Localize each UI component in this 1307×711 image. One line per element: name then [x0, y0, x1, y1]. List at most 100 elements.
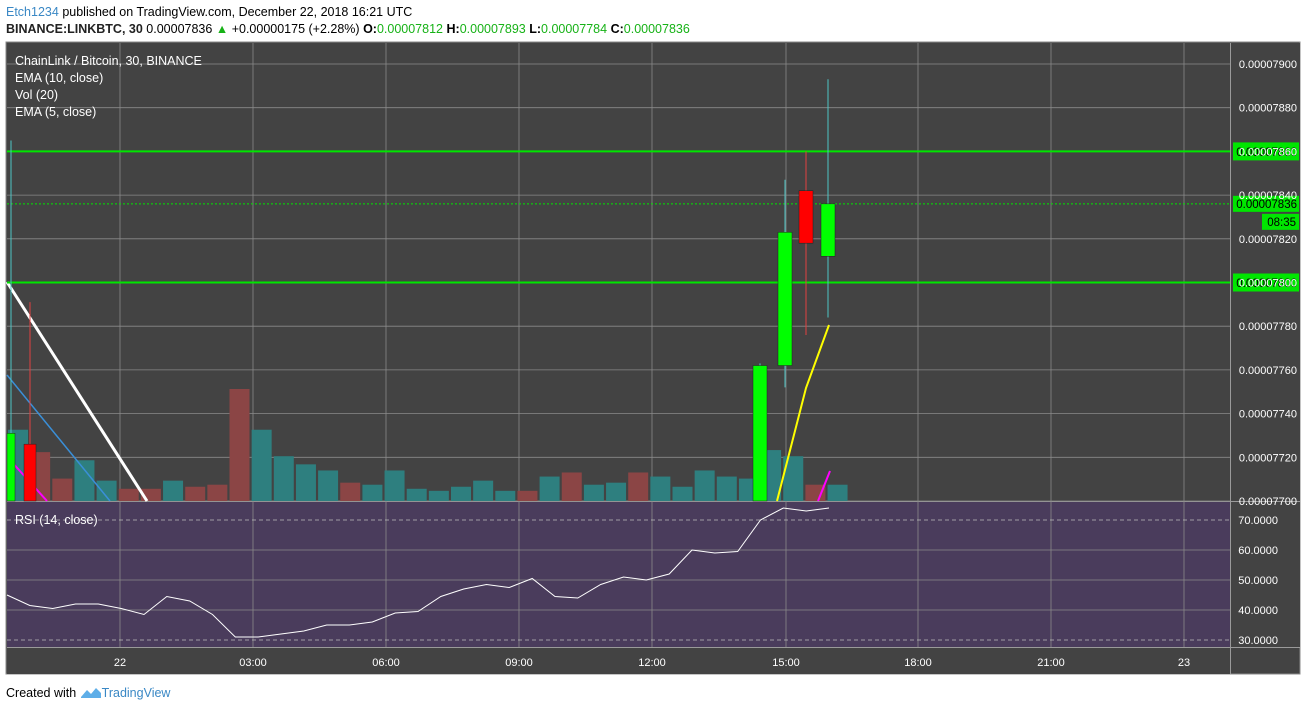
- time-tick-label: 12:00: [638, 657, 666, 669]
- rsi-tick-label: 40.0000: [1238, 605, 1278, 617]
- countdown-box: [1262, 213, 1299, 230]
- volume-bars: [8, 389, 848, 501]
- volume-bar: [517, 490, 538, 501]
- price-tick-label: 0.00007740: [1239, 409, 1297, 421]
- ema5-magenta-right: [817, 470, 831, 502]
- volume-bar: [118, 488, 139, 501]
- price-axis: [1231, 43, 1300, 648]
- high-label: H:: [446, 22, 460, 36]
- last-price-label: 0.00007836: [1236, 199, 1297, 211]
- rsi-axis-labels: 70.0000 60.0000 50.0000 40.0000 30.0000: [1238, 515, 1278, 647]
- time-tick-label: 09:00: [505, 657, 533, 669]
- symbol-quote-line: BINANCE:LINKBTC, 30 0.00007836 ▲ +0.0000…: [6, 22, 690, 36]
- rsi-pane[interactable]: [7, 502, 1230, 647]
- time-tick-label: 06:00: [372, 657, 400, 669]
- candle-body: [6, 433, 16, 502]
- volume-bar: [384, 470, 405, 501]
- price-change: +0.00000175 (+2.28%): [231, 22, 360, 36]
- tradingview-brand[interactable]: TradingView: [101, 686, 171, 700]
- open-label: O:: [363, 22, 377, 36]
- volume-bar: [185, 486, 206, 501]
- open-value: 0.00007812: [376, 22, 443, 36]
- rsi-indicator: [6, 507, 830, 638]
- level-label: 0.00007800: [1236, 278, 1297, 290]
- created-with-text: Created with: [6, 686, 77, 700]
- volume-bar: [318, 470, 339, 501]
- price-tick-label: 0.00007860: [1239, 146, 1297, 158]
- price-axis-labels: 0.00007900 0.00007880 0.00007860 0.00007840…: [1239, 59, 1297, 508]
- volume-bar: [783, 456, 804, 501]
- last-price: 0.00007836: [146, 22, 213, 36]
- author-link[interactable]: Etch1234: [6, 5, 59, 19]
- candle-body: [752, 365, 768, 502]
- volume-bar: [473, 480, 494, 501]
- price-tick-label: 0.00007840: [1239, 190, 1297, 202]
- ema5-yellow-line: [776, 324, 830, 502]
- volume-bar: [694, 470, 715, 501]
- volume-bar: [606, 482, 627, 501]
- price-pane[interactable]: [7, 43, 1230, 501]
- time-tick-label: 21:00: [1037, 657, 1065, 669]
- last-price-box: [1233, 195, 1299, 212]
- horizontal-levels[interactable]: 0.00007860 0.00007800 0.00007836 08:35: [7, 142, 1299, 292]
- countdown-label: 08:35: [1267, 217, 1296, 229]
- volume-bar: [561, 472, 582, 501]
- price-tick-label: 0.00007760: [1239, 365, 1297, 377]
- time-tick-label: 23: [1178, 657, 1190, 669]
- rsi-line: [6, 507, 830, 638]
- volume-bar: [406, 488, 427, 501]
- legend-ema5: EMA (5, close): [15, 105, 96, 119]
- volume-bar: [672, 486, 693, 501]
- volume-bar: [628, 472, 649, 501]
- candle-body: [777, 231, 793, 366]
- footer: Created with TradingView: [6, 686, 170, 700]
- volume-bar: [340, 482, 361, 501]
- volume-bar: [74, 460, 95, 501]
- low-label: L:: [529, 22, 542, 36]
- candle-body: [23, 443, 37, 502]
- high-value: 0.00007893: [459, 22, 526, 36]
- volume-bar: [650, 476, 671, 501]
- time-tick-label: 15:00: [772, 657, 800, 669]
- time-axis: [7, 648, 1230, 674]
- candle-body: [798, 190, 814, 244]
- time-tick-label: 22: [114, 657, 126, 669]
- level-label: 0.00007860: [1236, 147, 1297, 159]
- price-tick-label: 0.00007880: [1239, 103, 1297, 115]
- price-tick-label: 0.00007700: [1239, 496, 1297, 508]
- legend-ema10: EMA (10, close): [15, 71, 103, 85]
- volume-bar: [716, 476, 737, 501]
- price-tick-label: 0.00007720: [1239, 452, 1297, 464]
- time-axis-labels: 22 03:00 06:00 09:00 12:00 15:00 18:00 21:00 23: [114, 657, 1190, 669]
- symbol-label: BINANCE:LINKBTC, 30: [6, 22, 143, 36]
- candlesticks: [6, 79, 836, 502]
- publish-info: Etch1234 published on TradingView.com, D…: [6, 5, 412, 19]
- volume-bar: [362, 484, 383, 501]
- rsi-tick-label: 60.0000: [1238, 545, 1278, 557]
- volume-bar: [805, 484, 826, 501]
- ema10-blue-line: [6, 374, 111, 502]
- legend-vol: Vol (20): [15, 88, 58, 102]
- candle-body: [820, 203, 836, 257]
- close-label: C:: [610, 22, 624, 36]
- rsi-tick-label: 70.0000: [1238, 515, 1278, 527]
- time-tick-label: 18:00: [904, 657, 932, 669]
- low-value: 0.00007784: [541, 22, 608, 36]
- volume-bar: [539, 476, 560, 501]
- volume-bar: [52, 478, 73, 501]
- legend-rsi: RSI (14, close): [15, 513, 98, 527]
- level-label-box: [1233, 273, 1299, 292]
- volume-bar: [451, 486, 471, 501]
- volume-bar: [96, 480, 117, 501]
- price-tick-label: 0.00007820: [1239, 234, 1297, 246]
- legend-title: ChainLink / Bitcoin, 30, BINANCE: [15, 54, 202, 68]
- volume-bar: [251, 429, 272, 501]
- up-arrow-icon: ▲: [215, 22, 229, 36]
- rsi-tick-label: 50.0000: [1238, 575, 1278, 587]
- time-tick-label: 03:00: [239, 657, 267, 669]
- price-tick-label: 0.00007780: [1239, 321, 1297, 333]
- price-tick-label: 0.00007900: [1239, 59, 1297, 71]
- level-label-box: [1233, 142, 1299, 161]
- price-tick-label: 0.00007800: [1239, 278, 1297, 290]
